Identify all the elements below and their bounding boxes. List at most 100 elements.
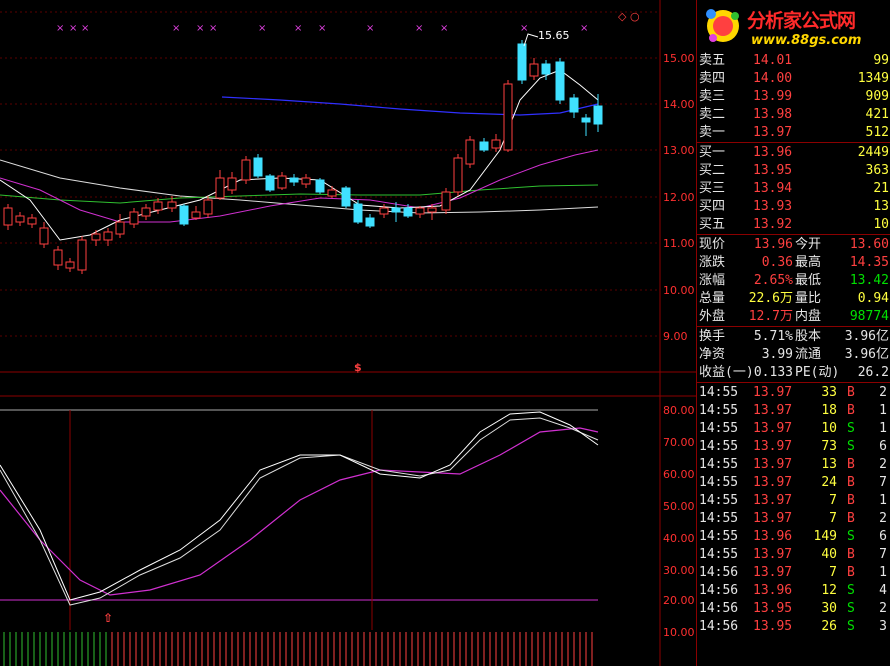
- ask-row: 卖四 14.00 1349: [697, 70, 890, 88]
- price-tick: 9.00: [663, 330, 688, 343]
- trade-volume: 7: [829, 493, 837, 508]
- trade-volume: 10: [821, 421, 837, 436]
- fundamental-row: 换手 5.71% 股本 3.96亿: [697, 328, 890, 346]
- bid-price: 13.96: [753, 145, 793, 160]
- quote-row: 涨跌 0.36 最高 14.35: [697, 254, 890, 272]
- quote-value: 0.36: [761, 255, 793, 270]
- trade-time: 14:55: [699, 511, 739, 526]
- quote-row: 外盘 12.7万 内盘 98774: [697, 308, 890, 326]
- fund-value: 3.99: [761, 347, 793, 362]
- ask-volume: 512: [865, 125, 889, 140]
- trade-price: 13.95: [753, 601, 793, 616]
- bid-label: 买五: [699, 217, 726, 232]
- trade-price: 13.97: [753, 565, 793, 580]
- bid-label: 买一: [699, 145, 726, 160]
- price-tick: 14.00: [663, 98, 695, 111]
- trade-volume: 30: [821, 601, 837, 616]
- trade-row: 14:55 13.97 33 B 2: [697, 384, 890, 402]
- osc-tick: 20.00: [663, 594, 695, 607]
- trade-row: 14:55 13.97 7 B 2: [697, 510, 890, 528]
- quote-label: 最高: [795, 255, 822, 270]
- trade-count: 1: [879, 403, 887, 418]
- bid-label: 买二: [699, 163, 726, 178]
- ma-white-short: [0, 69, 599, 241]
- quote-value: 13.96: [753, 237, 793, 252]
- fund-value: 5.71%: [753, 329, 793, 344]
- fund-label: 收益(一): [699, 365, 754, 380]
- kdj-d-line: [0, 427, 599, 596]
- trade-row: 14:55 13.96 149 S 6: [697, 528, 890, 546]
- ask-volume: 909: [865, 89, 889, 104]
- fund-label: 股本: [795, 329, 822, 344]
- trade-side: B: [847, 385, 855, 400]
- diamond-icon[interactable]: ◇: [618, 10, 627, 23]
- fund-value: 3.96亿: [844, 329, 889, 344]
- bid-row: 买三 13.94 21: [697, 180, 890, 198]
- fund-label: 流通: [795, 347, 822, 362]
- bid-row: 买四 13.93 13: [697, 198, 890, 216]
- trade-count: 2: [879, 511, 887, 526]
- trade-side: S: [847, 439, 855, 454]
- svg-text:×: ×: [318, 23, 326, 34]
- logo-url: www.88gs.com: [751, 33, 862, 48]
- stock-chart[interactable]: ◇ ○ 15.00 14.00 13.00 12.00 11.00 10.00 …: [0, 0, 696, 666]
- quote-panel: 分析家公式网 www.88gs.com 卖五 14.01 99 卖四 14.00 1349…: [696, 0, 890, 666]
- trade-volume: 33: [821, 385, 837, 400]
- trade-price: 13.97: [753, 403, 793, 418]
- fundamental-row: 收益(一) 0.133 PE(动) 26.2: [697, 364, 890, 382]
- trade-price: 13.97: [753, 493, 793, 508]
- svg-text:×: ×: [258, 23, 266, 34]
- fund-label: 换手: [699, 329, 726, 344]
- osc-tick: 80.00: [663, 404, 695, 417]
- trade-time: 14:55: [699, 403, 739, 418]
- trade-price: 13.97: [753, 457, 793, 472]
- up-arrow-icon: ⇧: [103, 611, 113, 625]
- trade-time: 14:56: [699, 601, 739, 616]
- ask-price: 14.00: [753, 71, 793, 86]
- price-tick: 15.00: [663, 52, 695, 65]
- bid-price: 13.93: [753, 199, 793, 214]
- circle-icon[interactable]: ○: [630, 10, 640, 23]
- fund-label: PE(动): [795, 365, 840, 380]
- osc-tick: 50.00: [663, 500, 695, 513]
- dollar-marker: $: [354, 361, 362, 374]
- bid-volume: 13: [873, 199, 889, 214]
- osc-tick: 40.00: [663, 532, 695, 545]
- trade-side: B: [847, 511, 855, 526]
- price-tick: 11.00: [663, 237, 695, 250]
- trade-volume: 13: [821, 457, 837, 472]
- trade-time: 14:56: [699, 619, 739, 634]
- svg-text:×: ×: [580, 23, 588, 34]
- trade-time: 14:55: [699, 385, 739, 400]
- svg-text:×: ×: [294, 23, 302, 34]
- trade-side: B: [847, 565, 855, 580]
- trade-count: 2: [879, 601, 887, 616]
- volume-bars: [3, 632, 593, 666]
- ask-price: 13.97: [753, 125, 793, 140]
- trade-price: 13.96: [753, 583, 793, 598]
- trade-count: 7: [879, 547, 887, 562]
- trade-row: 14:56 13.95 26 S 3: [697, 618, 890, 636]
- svg-text:×: ×: [366, 23, 374, 34]
- trade-time: 14:56: [699, 583, 739, 598]
- trade-count: 7: [879, 475, 887, 490]
- ask-label: 卖二: [699, 107, 726, 122]
- ask-volume: 421: [865, 107, 889, 122]
- svg-text:×: ×: [209, 23, 217, 34]
- trade-side: S: [847, 529, 855, 544]
- trade-side: S: [847, 619, 855, 634]
- quote-value: 98774: [849, 309, 889, 324]
- trade-price: 13.97: [753, 421, 793, 436]
- trade-time: 14:55: [699, 493, 739, 508]
- osc-tick: 60.00: [663, 468, 695, 481]
- ma-blue: [221, 96, 599, 116]
- trade-count: 1: [879, 493, 887, 508]
- fund-value: 3.96亿: [844, 347, 889, 362]
- svg-text:×: ×: [81, 23, 89, 34]
- quote-value: 0.94: [857, 291, 889, 306]
- trade-row: 14:55 13.97 40 B 7: [697, 546, 890, 564]
- ask-label: 卖一: [699, 125, 726, 140]
- svg-text:×: ×: [415, 23, 423, 34]
- ask-label: 卖三: [699, 89, 726, 104]
- quote-row: 涨幅 2.65% 最低 13.42: [697, 272, 890, 290]
